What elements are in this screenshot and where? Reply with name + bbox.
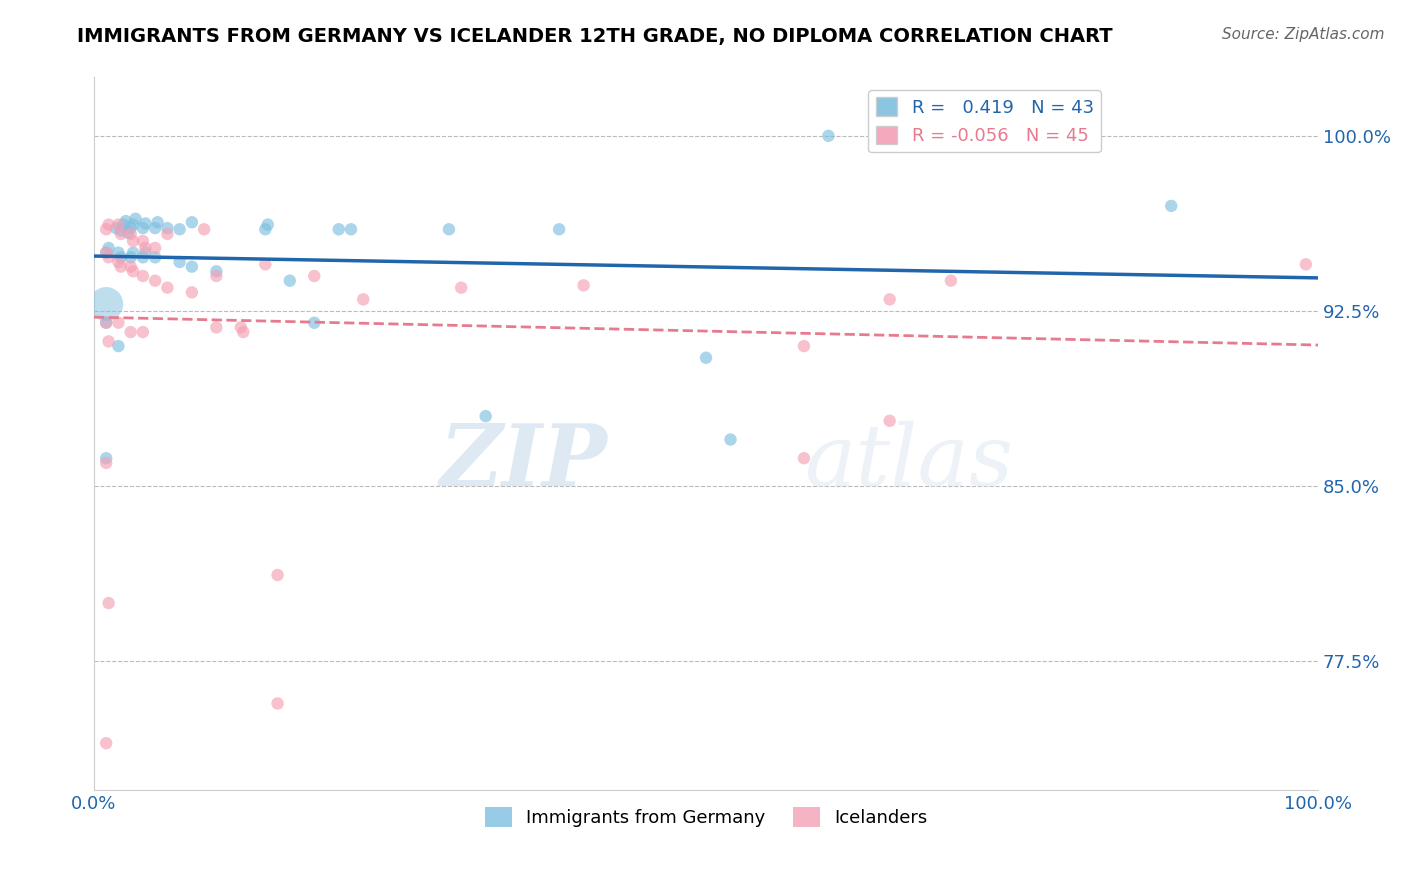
Point [232,325,254,339]
Point [304,268,326,283]
Point [97,334,120,349]
Point [229,320,252,334]
Point [548,222,571,236]
Text: ZIP: ZIP [440,420,609,504]
Point [169,255,191,269]
Point [97,218,120,232]
Text: atlas: atlas [804,421,1014,503]
Point [143,274,166,288]
Point [96,316,118,330]
Point [120,227,142,241]
Point [156,281,179,295]
Point [122,234,145,248]
Point [352,293,374,307]
Point [107,255,129,269]
Point [1160,199,1182,213]
Point [278,274,301,288]
Point [96,245,118,260]
Point [572,278,595,293]
Point [124,211,146,226]
Point [96,451,118,466]
Point [143,250,166,264]
Point [110,260,132,274]
Point [304,316,326,330]
Point [169,222,191,236]
Point [939,274,962,288]
Point [156,221,179,235]
Text: Source: ZipAtlas.com: Source: ZipAtlas.com [1222,27,1385,42]
Point [143,221,166,235]
Point [117,226,139,240]
Point [256,218,278,232]
Point [110,250,132,264]
Point [340,222,363,236]
Point [112,218,135,232]
Point [96,736,118,750]
Point [132,250,155,264]
Legend: Immigrants from Germany, Icelanders: Immigrants from Germany, Icelanders [478,800,935,834]
Point [132,221,155,235]
Point [120,260,142,274]
Point [266,568,288,582]
Point [695,351,717,365]
Point [134,216,156,230]
Point [254,222,277,236]
Point [120,325,142,339]
Point [205,320,228,334]
Point [134,245,156,260]
Point [120,250,142,264]
Point [107,316,129,330]
Point [266,697,288,711]
Point [97,250,120,264]
Point [134,241,156,255]
Point [97,241,120,255]
Point [107,339,129,353]
Point [110,223,132,237]
Point [132,268,155,283]
Point [143,241,166,255]
Point [107,245,129,260]
Point [104,221,127,235]
Point [132,325,155,339]
Point [180,215,202,229]
Point [96,456,118,470]
Point [193,222,215,236]
Point [879,414,901,428]
Point [96,297,118,311]
Point [437,222,460,236]
Point [450,281,472,295]
Point [180,260,202,274]
Point [205,268,228,283]
Point [120,221,142,235]
Point [205,264,228,278]
Point [107,218,129,232]
Point [97,596,120,610]
Point [817,128,839,143]
Point [122,264,145,278]
Text: IMMIGRANTS FROM GERMANY VS ICELANDER 12TH GRADE, NO DIPLOMA CORRELATION CHART: IMMIGRANTS FROM GERMANY VS ICELANDER 12T… [77,27,1114,45]
Point [122,218,145,232]
Point [146,215,169,229]
Point [254,257,277,271]
Point [793,339,815,353]
Point [110,227,132,241]
Point [180,285,202,300]
Point [720,433,742,447]
Point [1295,257,1317,271]
Point [328,222,350,236]
Point [793,451,815,466]
Point [96,316,118,330]
Point [156,227,179,241]
Point [96,245,118,260]
Point [132,234,155,248]
Point [96,222,118,236]
Point [114,214,136,228]
Point [122,245,145,260]
Point [474,409,496,424]
Point [879,293,901,307]
